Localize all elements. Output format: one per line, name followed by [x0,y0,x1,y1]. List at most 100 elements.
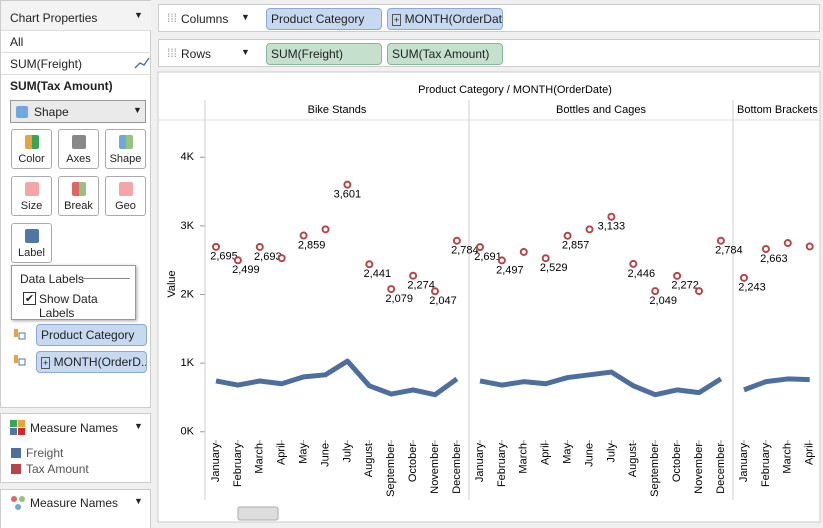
legend-label: Tax Amount [26,462,89,476]
mark-button[interactable]: Geo [105,176,146,216]
tax-point [476,243,484,252]
tax-point [497,256,506,265]
x-tick-label: August [627,443,639,477]
tax-point [607,212,616,221]
data-label: 2,663 [760,253,788,265]
data-label: 2,695 [210,251,238,263]
mark-button[interactable]: Axes [58,129,99,169]
button-label: Geo [115,200,136,212]
checkbox[interactable]: ✔ [23,292,36,305]
data-label: 2,441 [364,268,392,280]
x-tick-label: September [385,443,397,497]
tax-point [255,242,264,251]
rows-shelf: ⁞⁞⁞ Rows ▼ SUM(Freight) SUM(Tax Amount) [158,39,820,67]
legend-icon [10,420,25,435]
mark-button[interactable]: Label [11,223,52,263]
card-item[interactable]: SUM(Tax Amount) [10,79,113,93]
x-tick-label: April [276,443,288,465]
x-tick-label: December [715,443,727,494]
x-tick-label: April [540,443,552,465]
dropdown-arrow: ▼ [133,105,142,115]
button-icon [25,229,39,243]
dropdown-arrow[interactable]: ▼ [241,12,250,22]
data-label: 2,499 [232,264,260,276]
shelf-label: Rows [181,47,212,61]
data-label: 3,133 [598,221,626,233]
shelf-label: Columns [181,12,229,26]
data-label: 2,784 [715,245,743,257]
tax-point [695,287,703,296]
plot: Product Category / MONTH(OrderDate) Valu… [158,84,820,500]
button-label: Color [18,153,45,165]
tax-point [783,239,792,248]
x-tick-label: March [518,443,530,474]
button-label: Axes [66,153,91,165]
freight-line [479,369,723,398]
pill-text: MONTH(OrderD... [53,355,147,369]
pill[interactable]: SUM(Tax Amount) [387,43,503,65]
mark-button[interactable]: Shape [105,129,146,169]
shape-icon [16,106,28,118]
dropdown-arrow[interactable]: ▼ [134,421,143,431]
y-tick-label: 3K [181,220,195,232]
button-icon [119,182,133,196]
x-tick-label: May [298,443,310,464]
mark-button[interactable]: Break [58,176,99,216]
card-item[interactable]: All [1,31,151,53]
tax-point [387,285,396,294]
tax-point [365,260,374,269]
tax-point [343,180,352,189]
data-label: 2,691 [474,251,502,263]
expand-icon: + [392,14,402,26]
x-tick-label: February [232,443,244,488]
pill[interactable]: Product Category [266,8,382,30]
data-label: 2,274 [407,280,435,292]
shelf-grip: ⁞⁞⁞ [167,11,178,25]
tax-point [629,259,638,268]
checkbox-label[interactable]: Show Data Labels [39,292,98,320]
y-tick-label: 1K [181,357,195,369]
data-label: 2,243 [738,282,766,294]
data-label: 2,049 [649,295,677,307]
mark-type-dropdown[interactable]: Shape ▼ [10,100,146,123]
dropdown-arrow[interactable]: ▼ [134,10,143,20]
x-tick-label: September [649,443,661,497]
x-tick-label: January [738,443,750,483]
tax-point [233,256,242,265]
legend-card: Measure Names ▼ [0,489,151,528]
y-axis-label: Value [166,270,178,297]
mark-button[interactable]: Color [11,129,52,169]
card-item[interactable]: SUM(Freight) [1,53,151,75]
x-tick-label: January [474,443,486,483]
dropdown-arrow[interactable]: ▼ [241,47,250,57]
freight-line [215,358,459,398]
tax-point [761,245,770,254]
shelf-grip: ⁞⁞⁞ [167,46,178,60]
legend-title: Measure Names [30,496,119,510]
freight-line [743,376,810,393]
mark-button[interactable]: Size [11,176,52,216]
x-tick-label: February [760,443,772,488]
x-tick-label: January [210,443,222,483]
pill[interactable]: SUM(Freight) [266,43,382,65]
data-label: 2,497 [496,264,524,276]
legend-label: Freight [26,446,64,460]
x-tick-label: April [804,443,816,465]
x-tick-label: July [341,443,353,463]
pill[interactable]: + MONTH(OrderDate) [387,8,503,30]
tax-point [651,287,660,296]
sidebar-title: Chart Properties [10,11,98,25]
pill[interactable]: Product Category [36,324,147,346]
button-icon [72,182,86,196]
dropdown-arrow[interactable]: ▼ [134,496,143,506]
data-labels-popup: Data Labels ✔ Show Data Labels [11,265,136,320]
separator [82,278,130,279]
tax-point [409,271,418,280]
pill[interactable]: + MONTH(OrderD... [36,351,147,373]
legend-swatch [11,464,21,474]
scrollbar-thumb[interactable] [237,506,279,521]
button-label: Shape [109,153,142,165]
x-tick-label: October [407,443,419,482]
